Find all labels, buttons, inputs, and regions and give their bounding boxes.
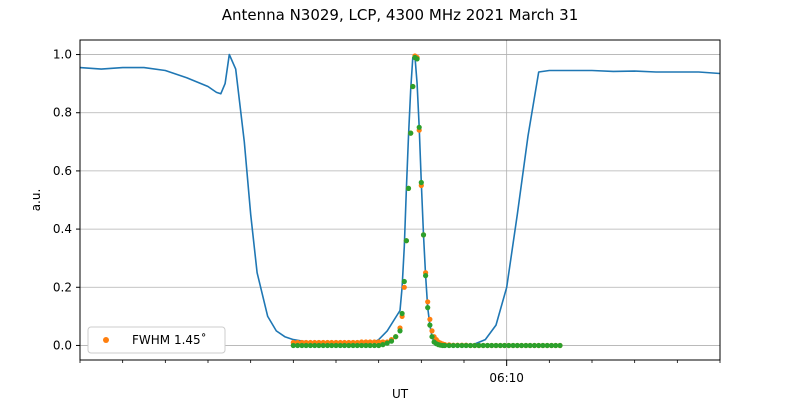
model-point (416, 124, 422, 130)
x-axis-label: UT (392, 387, 409, 400)
model-point (337, 342, 343, 349)
model-point (320, 342, 326, 349)
model-point (427, 322, 433, 328)
y-tick-label: 0.4 (53, 222, 72, 236)
model-point (414, 56, 420, 62)
model-point (553, 342, 559, 349)
model-point (410, 83, 416, 90)
model-point (312, 342, 318, 349)
model-point (514, 342, 520, 349)
model-point (536, 342, 542, 349)
x-tick-label: 06:10 (489, 371, 524, 385)
legend-marker (103, 337, 109, 343)
series-line (79, 53, 721, 347)
model-point (354, 342, 360, 349)
axes-frame (79, 39, 721, 361)
plot-series (79, 53, 721, 349)
model-point (484, 342, 491, 349)
model-point (506, 342, 512, 349)
legend-frame (87, 326, 226, 354)
fwhm-point (427, 316, 433, 322)
model-point (531, 342, 538, 349)
model-point (363, 342, 369, 349)
model-point (290, 342, 296, 349)
y-tick-label: 0.6 (53, 164, 72, 178)
model-point (408, 130, 414, 136)
legend: FWHM 1.45˚ (87, 326, 226, 354)
model-point (450, 342, 456, 349)
y-tick-label: 1.0 (53, 48, 72, 62)
model-point (540, 342, 546, 349)
fwhm-point (401, 284, 407, 290)
model-point (329, 342, 335, 349)
model-point (459, 342, 465, 349)
fwhm-point (429, 328, 435, 334)
model-point (403, 238, 409, 244)
model-point (367, 342, 373, 349)
model-point (333, 342, 339, 349)
model-point (510, 342, 516, 349)
fwhm-point (425, 299, 431, 305)
model-point (346, 342, 352, 349)
model-point (359, 342, 365, 349)
model-point (341, 342, 348, 349)
model-point (497, 342, 503, 349)
model-point (401, 278, 407, 285)
model-point (299, 342, 305, 349)
model-point (480, 342, 486, 349)
model-point (523, 342, 529, 349)
model-point (493, 342, 499, 349)
model-point (476, 342, 482, 349)
model-point (380, 342, 386, 348)
model-point (324, 342, 331, 349)
model-point (455, 342, 461, 349)
model-point (397, 328, 403, 334)
chart-title: Antenna N3029, LCP, 4300 MHz 2021 March … (222, 6, 579, 24)
model-point (420, 232, 427, 238)
model-point (442, 342, 448, 349)
model-point (418, 179, 424, 186)
model-point (557, 342, 563, 349)
y-tick-label: 0.0 (53, 338, 72, 352)
model-point (307, 342, 313, 349)
model-point (350, 342, 356, 349)
model-point (429, 334, 435, 340)
model-point (388, 338, 395, 344)
model-point (472, 342, 478, 349)
model-point (425, 305, 431, 311)
model-point (295, 342, 301, 349)
model-point (467, 342, 473, 349)
y-axis-label: a.u. (29, 189, 43, 212)
model-point (519, 342, 525, 349)
model-point (489, 342, 495, 349)
model-point (544, 342, 550, 349)
model-point (405, 185, 412, 191)
model-point (399, 310, 405, 317)
model-point (316, 342, 322, 349)
model-point (446, 342, 452, 349)
model-point (501, 342, 508, 349)
legend-label: FWHM 1.45˚ (132, 332, 207, 347)
model-point (393, 334, 399, 340)
model-point (423, 273, 429, 279)
grid-lines (80, 40, 720, 360)
model-point (548, 342, 555, 349)
y-tick-label: 0.8 (53, 106, 72, 120)
model-point (463, 342, 469, 349)
axis-ticks: 0.0 0.2 0.4 0.6 0.8 1.0 06:10 (53, 48, 721, 385)
model-point (527, 342, 533, 349)
model-point (371, 342, 377, 349)
y-tick-label: 0.2 (53, 280, 72, 294)
model-point (384, 340, 390, 346)
model-point (376, 342, 382, 349)
model-point (303, 342, 309, 349)
